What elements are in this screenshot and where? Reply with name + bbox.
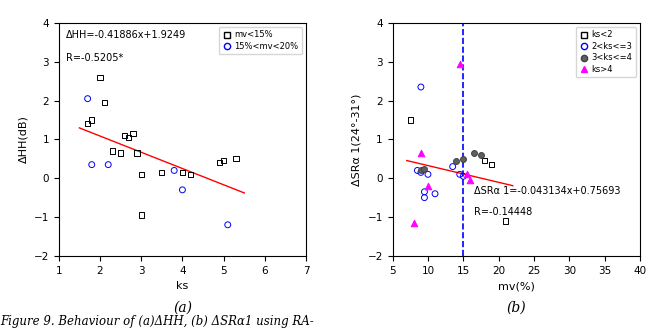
Point <box>409 220 419 225</box>
Point <box>405 117 415 123</box>
Text: ΔHH=-0.41886x+1.9249: ΔHH=-0.41886x+1.9249 <box>66 30 187 40</box>
Point <box>469 150 479 155</box>
Point <box>82 96 93 101</box>
Point <box>136 172 146 177</box>
Point <box>454 172 465 177</box>
Point <box>123 135 134 140</box>
Point <box>86 162 97 167</box>
Point <box>416 168 426 173</box>
Text: Figure 9. Behaviour of (a)ΔHH, (b) ΔSRα1 using RA-: Figure 9. Behaviour of (a)ΔHH, (b) ΔSRα1… <box>0 315 313 328</box>
Point <box>218 158 229 163</box>
Text: (b): (b) <box>507 301 526 315</box>
Point <box>419 195 430 200</box>
Point <box>82 121 93 127</box>
Point <box>462 172 472 177</box>
Point <box>95 75 105 80</box>
Point <box>412 168 422 173</box>
Point <box>430 191 440 196</box>
X-axis label: ks: ks <box>176 281 189 291</box>
Point <box>419 189 430 195</box>
Y-axis label: ΔSRα 1(24°-31°): ΔSRα 1(24°-31°) <box>352 93 362 186</box>
Point <box>451 158 462 163</box>
Point <box>169 168 180 173</box>
Point <box>86 117 97 123</box>
Point <box>422 172 433 177</box>
Point <box>465 177 475 183</box>
Point <box>128 131 138 136</box>
Point <box>214 160 225 165</box>
Point <box>419 166 430 171</box>
Point <box>99 100 109 105</box>
Point <box>486 162 497 167</box>
Point <box>416 84 426 90</box>
Point <box>458 174 468 179</box>
Point <box>185 172 196 177</box>
Text: R=-0.5205*: R=-0.5205* <box>66 53 123 63</box>
Point <box>416 150 426 155</box>
Point <box>454 61 465 66</box>
Text: (a): (a) <box>173 301 192 315</box>
Point <box>157 170 167 175</box>
Point <box>231 156 241 161</box>
Point <box>476 152 486 157</box>
Point <box>177 187 187 193</box>
Point <box>136 213 146 218</box>
X-axis label: mv(%): mv(%) <box>498 281 535 291</box>
Y-axis label: ΔHH(dB): ΔHH(dB) <box>18 115 28 163</box>
Point <box>416 170 426 175</box>
Point <box>116 150 126 155</box>
Legend: mv<15%, 15%<mv<20%: mv<15%, 15%<mv<20% <box>219 27 302 54</box>
Point <box>458 156 468 161</box>
Text: ΔSRα 1=-0.043134x+0.75693: ΔSRα 1=-0.043134x+0.75693 <box>474 186 621 196</box>
Point <box>103 162 114 167</box>
Point <box>422 183 433 189</box>
Point <box>500 218 511 224</box>
Point <box>107 148 118 154</box>
Point <box>132 150 142 155</box>
Point <box>223 222 233 227</box>
Text: R=-0.14448: R=-0.14448 <box>474 207 532 217</box>
Point <box>479 158 490 163</box>
Legend: ks<2, 2<ks<=3, 3<ks<=4, ks>4: ks<2, 2<ks<=3, 3<ks<=4, ks>4 <box>576 27 636 77</box>
Point <box>447 164 458 169</box>
Point <box>177 170 187 175</box>
Point <box>119 133 130 138</box>
